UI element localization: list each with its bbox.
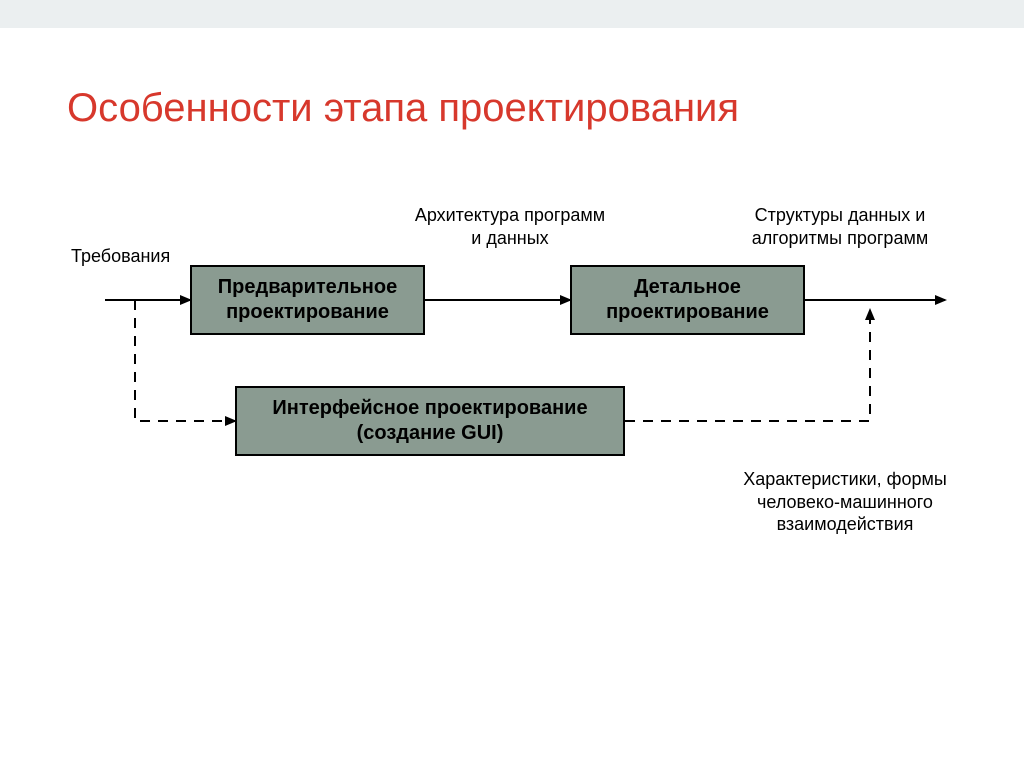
label-architecture-l1: Архитектура программ xyxy=(415,205,605,225)
box-detailed-l2: проектирование xyxy=(606,301,769,323)
box-detailed-l1: Детальное xyxy=(634,276,741,298)
box-detailed: Детальное проектирование xyxy=(570,265,805,335)
box-interface-l1: Интерфейсное проектирование xyxy=(272,397,587,419)
label-hmi-l1: Характеристики, формы xyxy=(743,469,947,489)
label-hmi-l2: человеко-машинного xyxy=(757,492,933,512)
box-preliminary-l2: проектирование xyxy=(226,301,389,323)
top-bar xyxy=(0,0,1024,28)
label-structures-l1: Структуры данных и xyxy=(755,205,926,225)
box-interface-l2: (создание GUI) xyxy=(357,422,504,444)
box-preliminary: Предварительное проектирование xyxy=(190,265,425,335)
label-structures: Структуры данных и алгоритмы программ xyxy=(735,204,945,249)
box-preliminary-l1: Предварительное xyxy=(218,276,397,298)
label-hmi: Характеристики, формы человеко-машинного… xyxy=(730,468,960,536)
label-requirements: Требования xyxy=(71,245,170,268)
label-architecture: Архитектура программ и данных xyxy=(400,204,620,249)
label-architecture-l2: и данных xyxy=(471,228,548,248)
label-structures-l2: алгоритмы программ xyxy=(752,228,928,248)
box-interface: Интерфейсное проектирование (создание GU… xyxy=(235,386,625,456)
slide-title: Особенности этапа проектирования xyxy=(67,86,739,131)
slide: Особенности этапа проектирования Требова… xyxy=(0,28,1024,767)
label-hmi-l3: взаимодействия xyxy=(777,514,914,534)
